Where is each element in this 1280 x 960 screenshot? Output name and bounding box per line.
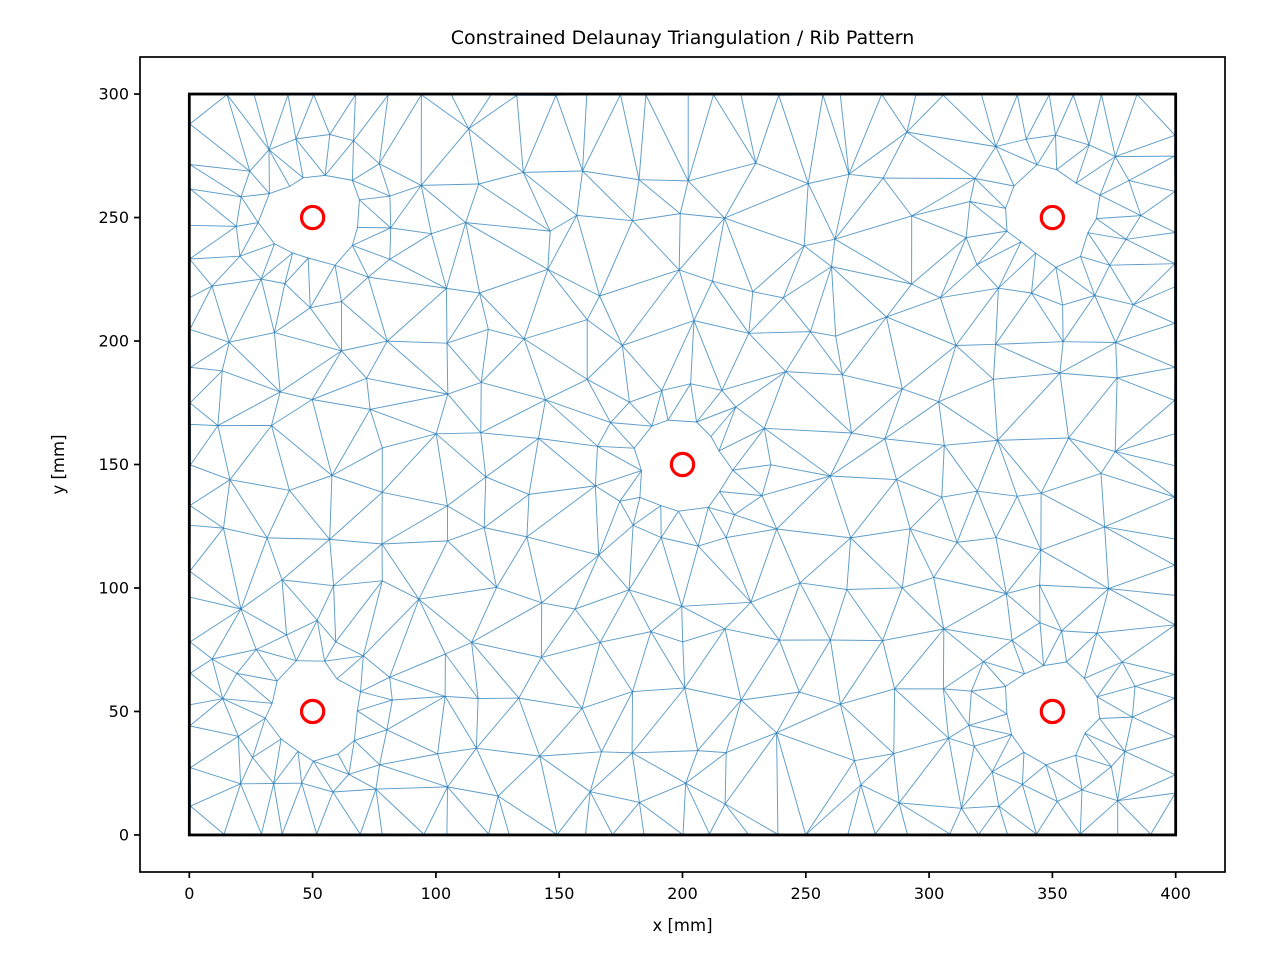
rib-hole-circle [669, 451, 696, 478]
x-axis-label: x [mm] [652, 916, 712, 935]
x-tick-label: 150 [544, 884, 575, 903]
x-tick-label: 200 [667, 884, 698, 903]
x-tick-label: 350 [1037, 884, 1068, 903]
x-tick-label: 100 [421, 884, 452, 903]
axes-spines [139, 56, 1226, 873]
rib-hole-markers [299, 204, 1066, 725]
axis-ticks: 0 50 100 150 200 250 300 350 400 0 50 100 150 200 250 3… [98, 85, 1191, 903]
y-tick-label: 200 [98, 332, 129, 351]
rib-hole-circle [1039, 698, 1066, 725]
y-tick-label: 150 [98, 455, 129, 474]
rib-hole-circle [299, 204, 326, 231]
x-tick-label: 300 [914, 884, 945, 903]
y-tick-label: 300 [98, 85, 129, 104]
triangulation-mesh [188, 93, 1177, 836]
rib-hole-circle [299, 698, 326, 725]
rib-hole-circle [1039, 204, 1066, 231]
y-axis-label: y [mm] [49, 434, 68, 494]
y-tick-label: 250 [98, 208, 129, 227]
plate-outline [187, 92, 1178, 837]
chart-title: Constrained Delaunay Triangulation / Rib… [451, 27, 915, 49]
y-tick-label: 100 [98, 578, 129, 597]
x-tick-label: 250 [791, 884, 822, 903]
x-tick-label: 0 [184, 884, 194, 903]
x-tick-label: 400 [1160, 884, 1191, 903]
x-tick-label: 50 [302, 884, 322, 903]
y-tick-label: 0 [119, 825, 129, 844]
y-tick-label: 50 [109, 702, 129, 721]
